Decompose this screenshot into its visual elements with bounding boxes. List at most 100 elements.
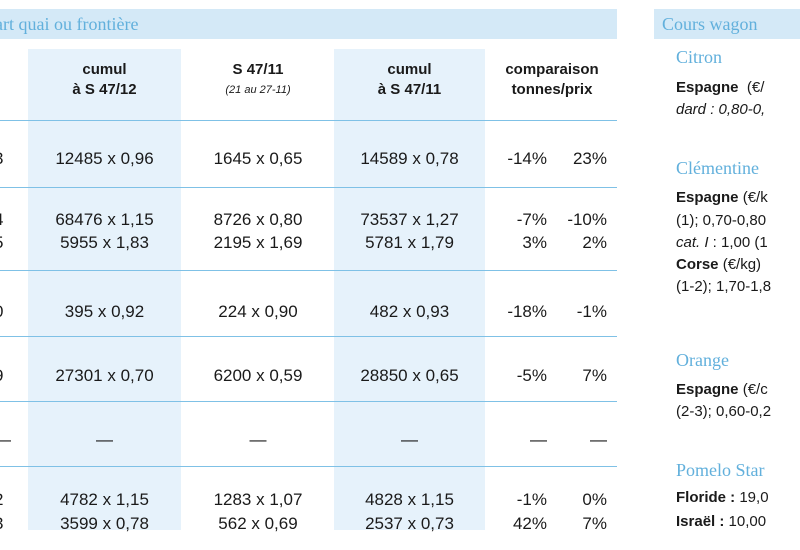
- cell-cumul11: 14589 x 0,78: [360, 149, 459, 168]
- header-cumul12: cumul à S 47/12: [28, 60, 181, 100]
- section-title: Citron: [676, 47, 723, 67]
- line-text: dard : 0,80-0,: [676, 101, 766, 118]
- section-title: Clémentine: [676, 158, 759, 178]
- row-rule: [0, 270, 617, 271]
- line-text: (€/k: [742, 189, 768, 206]
- line-text: (€/c: [738, 381, 768, 398]
- section-line: Espagne (€/k: [676, 188, 768, 208]
- section-line: Espagne (€/: [676, 78, 764, 98]
- cell-cumul11: —: [401, 430, 418, 449]
- category-label: cat. I: [676, 234, 709, 251]
- origin-label: Espagne: [676, 381, 739, 398]
- origin-label: Espagne: [676, 79, 739, 96]
- section-line: Floride : 19,0: [676, 488, 769, 508]
- cell-cumul11: 482 x 0,93: [369, 302, 450, 321]
- header-comparison: comparaison tonnes/prix: [487, 60, 617, 100]
- line-text: (2-3); 0,60-0,2: [676, 403, 772, 420]
- header-s4711-line2: (21 au 27-11): [225, 84, 291, 96]
- header-cumul12-line2: à S 47/12: [72, 81, 137, 98]
- cell-cumul12: —: [96, 430, 113, 449]
- section-title: Orange: [676, 350, 729, 370]
- cell-cmp-price: 0%: [582, 490, 607, 509]
- section-title: Pomelo Star: [676, 460, 765, 480]
- cell-cumul12: 27301 x 0,70: [55, 366, 154, 385]
- header-s4711-line1: S 47/11: [232, 61, 284, 78]
- table-banner: part quai ou frontière: [0, 9, 617, 39]
- row-partial: 3: [0, 149, 3, 168]
- row-partial: —: [0, 430, 11, 449]
- cell-cumul12: 395 x 0,92: [64, 302, 145, 321]
- section-line: (1); 0,70-0,80: [676, 211, 766, 231]
- cell-cmp-price: —: [590, 430, 607, 449]
- line-text: (1-2); 1,70-1,8: [676, 278, 772, 295]
- row-rule: [0, 401, 617, 402]
- cell-cmp-tonnes: 3%: [522, 233, 547, 252]
- row-partial: 3: [0, 514, 3, 533]
- cell-cmp-tonnes: —: [530, 430, 547, 449]
- header-cumul12-line1: cumul: [82, 61, 127, 78]
- cell-cmp-price: 23%: [572, 149, 607, 168]
- origin-label: Corse: [676, 256, 719, 273]
- cell-s4711: 6200 x 0,59: [213, 366, 303, 385]
- cell-cumul11: 2537 x 0,73: [365, 514, 454, 533]
- cell-cmp-price: -10%: [567, 210, 607, 229]
- row-partial: 4: [0, 210, 3, 229]
- cell-cmp-tonnes: -14%: [507, 149, 547, 168]
- cell-s4711: 8726 x 0,80: [213, 210, 303, 229]
- cell-cumul12: 68476 x 1,15: [55, 210, 154, 229]
- row-rule: [0, 466, 617, 467]
- cell-cumul11: 73537 x 1,27: [360, 210, 459, 229]
- cell-s4711: 1283 x 1,07: [213, 490, 303, 509]
- cell-cumul11: 4828 x 1,15: [365, 490, 454, 509]
- line-text: 19,0: [735, 489, 769, 506]
- line-text: (€/: [746, 79, 765, 96]
- section-line: Israël : 10,00: [676, 512, 766, 532]
- cell-s4711: —: [249, 430, 267, 449]
- section-line: dard : 0,80-0,: [676, 100, 765, 120]
- cell-cmp-price: 7%: [582, 514, 607, 533]
- cell-cumul12: 4782 x 1,15: [60, 490, 149, 509]
- cell-s4711: 1645 x 0,65: [213, 149, 303, 168]
- section-line: (2-3); 0,60-0,2: [676, 402, 771, 422]
- origin-label: Espagne: [676, 189, 739, 206]
- row-rule: [0, 187, 617, 188]
- cell-cumul12: 5955 x 1,83: [60, 233, 149, 252]
- cell-cmp-tonnes: 42%: [512, 514, 547, 533]
- origin-label: Floride :: [676, 489, 736, 506]
- cell-cmp-tonnes: -18%: [507, 302, 547, 321]
- row-rule: [0, 336, 617, 337]
- section-line: cat. I : 1,00 (1: [676, 233, 768, 253]
- cell-cmp-price: 7%: [582, 366, 607, 385]
- row-partial: 5: [0, 233, 3, 252]
- section-line: (1-2); 1,70-1,8: [676, 277, 771, 297]
- table-banner-text: part quai ou frontière: [0, 14, 139, 34]
- line-text: 10,00: [724, 513, 767, 530]
- cell-s4711: 2195 x 1,69: [213, 233, 303, 252]
- cell-cumul12: 12485 x 0,96: [55, 149, 154, 168]
- side-banner: Cours wagon: [654, 9, 800, 39]
- header-s4711: S 47/11 (21 au 27-11): [183, 60, 333, 100]
- cell-s4711: 224 x 0,90: [218, 302, 298, 321]
- shade-col-cumul12: [28, 49, 181, 530]
- cell-cumul11: 28850 x 0,65: [360, 366, 459, 385]
- header-cumul11-line1: cumul: [387, 61, 432, 78]
- cell-cmp-price: -1%: [576, 302, 607, 321]
- cell-cumul12: 3599 x 0,78: [60, 514, 149, 533]
- row-partial: 2: [0, 490, 3, 509]
- header-partial: ): [0, 88, 1, 107]
- row-partial: 0: [0, 302, 3, 321]
- header-rule: [0, 120, 617, 121]
- cell-cumul11: 5781 x 1,79: [365, 233, 454, 252]
- origin-label: Israël :: [676, 513, 725, 530]
- header-comparison-line1: comparaison: [505, 61, 599, 78]
- header-cumul11: cumul à S 47/11: [334, 60, 485, 100]
- row-partial: 9: [0, 366, 3, 385]
- line-text: (1); 0,70-0,80: [676, 212, 767, 229]
- section-line: Espagne (€/c: [676, 380, 768, 400]
- cell-cmp-tonnes: -5%: [516, 366, 547, 385]
- cell-cmp-tonnes: -7%: [516, 210, 547, 229]
- side-banner-text: Cours wagon: [662, 14, 758, 34]
- cell-cmp-tonnes: -1%: [516, 490, 547, 509]
- shade-col-cumul11: [334, 49, 485, 530]
- header-comparison-line2: tonnes/prix: [511, 81, 593, 98]
